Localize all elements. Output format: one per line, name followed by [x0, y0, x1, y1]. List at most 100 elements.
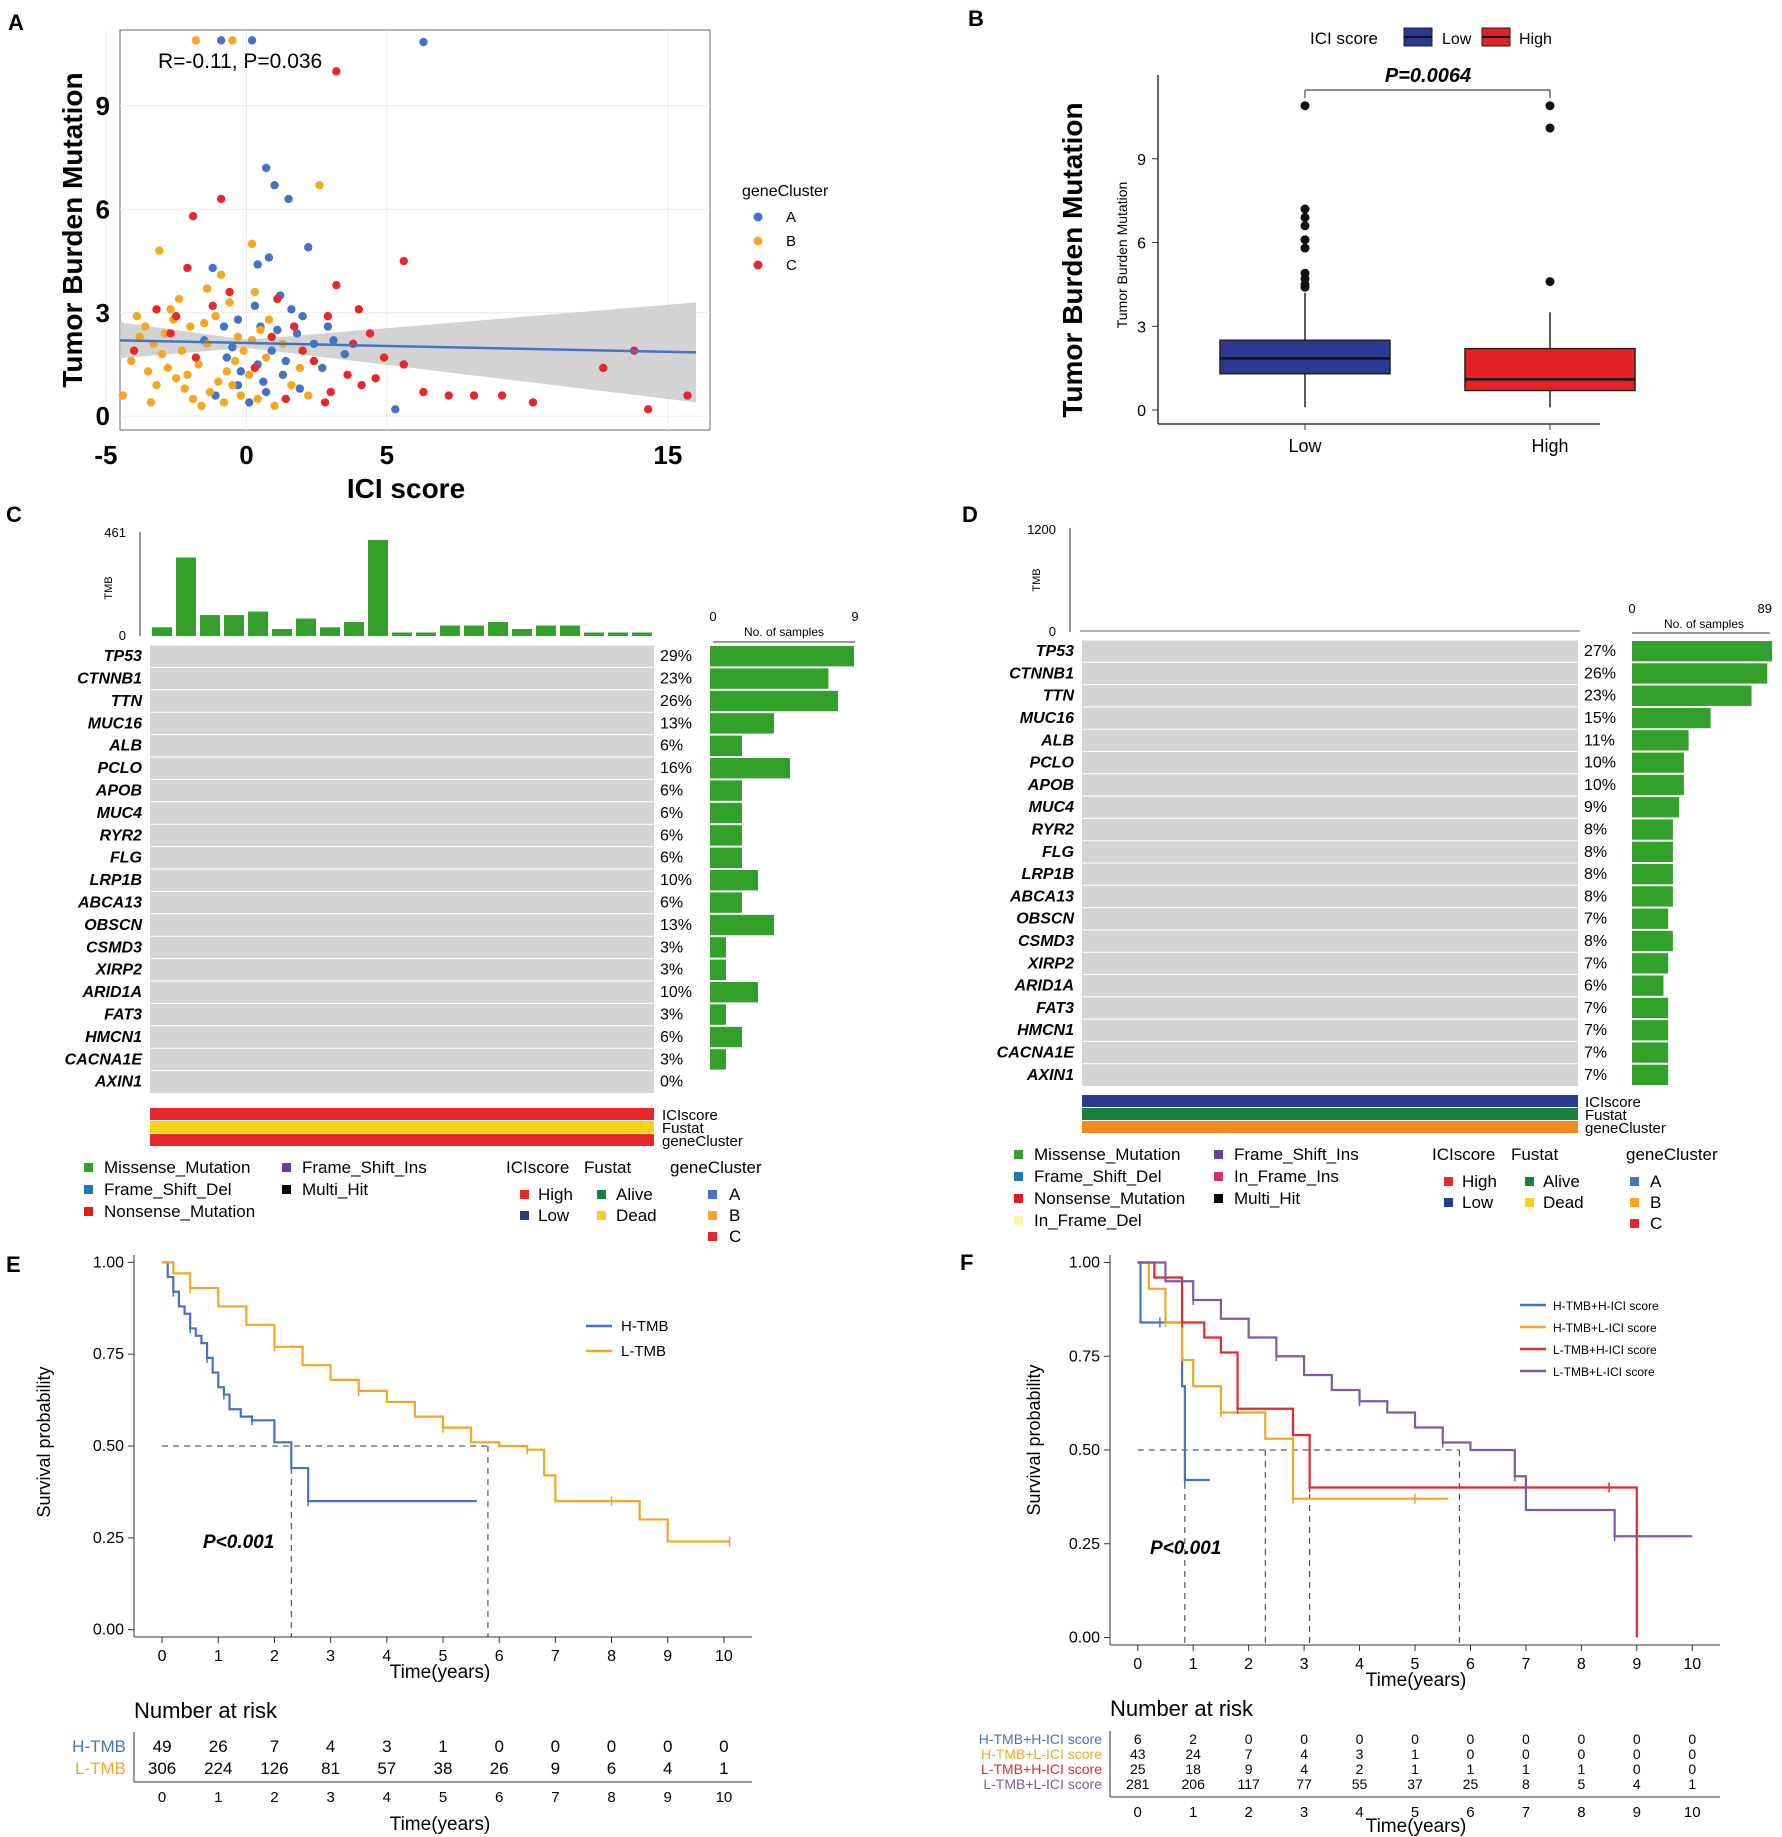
panel-a-point-b [250, 287, 260, 297]
panel-a-point-b [304, 391, 313, 400]
panel-a-points [118, 36, 692, 414]
panel-d-legend-swatch-b [1630, 1198, 1639, 1207]
panel-d-percentages: 27% 26% 23% 15% 11% 10% 10% 9% 8% 8% 8% 8% 7% 8% 7% 6% 7… [1584, 643, 1616, 1084]
panel-a-xtick-label: 15 [653, 440, 682, 470]
panel-a-point-b [200, 318, 209, 328]
panel-a-point-b [253, 394, 262, 404]
panel-a-legend-b: B [786, 233, 796, 250]
pD-gene-muc16: MUC16 [1020, 710, 1074, 727]
panel-a-point-a [250, 301, 260, 311]
pD-sample-bar [1632, 908, 1669, 929]
pF-risk-value: 0 [1522, 1731, 1530, 1747]
pE-xtick-label: 10 [715, 1648, 733, 1665]
pF-risk-xtick-label: 6 [1466, 1804, 1474, 1821]
pF-risk-value: 2 [1189, 1731, 1197, 1747]
pD-gene-apob: APOB [1027, 777, 1074, 794]
panel-d-legend-swatch-fsins [1214, 1150, 1223, 1159]
pD-gene-abca13: ABCA13 [1009, 888, 1074, 905]
pD-gene-ctnnb1: CTNNB1 [1009, 665, 1074, 682]
panel-a-point-b [152, 380, 161, 390]
pF-risk-row-label: L-TMB+L-ICI score [983, 1776, 1102, 1792]
panel-a-point-b [194, 360, 203, 369]
panel-d-legend-nonsense: Nonsense_Mutation [1034, 1189, 1185, 1208]
panel-a-point-b [205, 387, 215, 397]
panel-d-samples-axis-title: No. of samples [1664, 617, 1744, 631]
panel-a-point-c [323, 312, 333, 321]
panel-a-point-c [683, 391, 692, 400]
pF-risk-value: 0 [1245, 1731, 1253, 1747]
panel-a-point-c [419, 387, 428, 397]
pF-xtick-label: 10 [1683, 1656, 1701, 1673]
pD-pct-hmcn1: 7% [1584, 1022, 1607, 1039]
pE-risk-xtick-label: 4 [383, 1789, 391, 1806]
pF-risk-value: 1 [1577, 1761, 1585, 1777]
panel-a-point-a [233, 315, 243, 324]
panel-a-xlabel: ICI score [347, 473, 465, 504]
panel-e-risk-xlabel: Time(years) [390, 1814, 491, 1835]
panel-e-ticks: 0 1 2 3 4 5 6 7 8 9 10 0.00 0.25 0.50 0.75 1.00 [93, 1254, 733, 1665]
panel-b-outlier [1300, 204, 1310, 214]
pC-gene-apob: APOB [95, 783, 142, 800]
panel-a-point-a [292, 329, 302, 338]
pF-risk-xtick-label: 4 [1355, 1804, 1363, 1821]
panel-b-outlier [1300, 235, 1310, 245]
pE-risk-value: 38 [434, 1759, 453, 1778]
panel-c-legend-swatch-a [708, 1190, 717, 1199]
pE-xtick-label: 7 [551, 1648, 560, 1665]
panel-a-point-c [225, 287, 234, 297]
panel-a-point-c [497, 391, 507, 400]
panel-d-legend-swatch-multihit [1214, 1194, 1223, 1203]
pC-gene-obscn: OBSCN [84, 917, 142, 934]
panel-a-point-a [281, 356, 290, 366]
pC-sample-bar [710, 959, 726, 980]
panel-c-matrix-grid [150, 644, 654, 1072]
panel-a-point-b [183, 370, 192, 380]
panel-a-point-a [329, 336, 338, 345]
pD-sample-bar [1632, 774, 1684, 796]
panel-a-point-c [326, 387, 335, 397]
panel-a-point-b [245, 370, 254, 380]
panel-a-ytick-label: 0 [96, 401, 110, 431]
panel-d-legend-high: High [1462, 1172, 1497, 1191]
panel-f-risk-table: H-TMB+H-ICI score 6 2 0 0 0 0 0 0 0 0 0H-TMB+L-ICI … [979, 1731, 1720, 1821]
pF-risk-value: 0 [1633, 1761, 1641, 1777]
panel-a-xtick-label: 0 [239, 440, 253, 470]
panel-c-tmb-bar [536, 625, 556, 636]
panel-b-ytick-label: 3 [1137, 319, 1146, 336]
panel-a-point-b [118, 391, 128, 400]
panel-a-point-a [419, 37, 428, 47]
panel-c-legend-fsins: Frame_Shift_Ins [302, 1158, 427, 1177]
pD-pct-axin1: 7% [1584, 1067, 1607, 1084]
panel-a-legend-dot-b [753, 236, 763, 246]
pD-sample-bar [1632, 886, 1673, 907]
panel-c-tmb-bar [392, 632, 412, 636]
panel-a-legend: geneCluster A B C [742, 183, 829, 274]
pF-risk-value: 0 [1300, 1731, 1308, 1747]
pF-xtick-label: 5 [1411, 1656, 1420, 1673]
pF-risk-value: 2 [1356, 1761, 1364, 1777]
pC-pct-flg: 6% [660, 850, 683, 867]
panel-a-point-b [191, 36, 201, 45]
pC-sample-bar [710, 1026, 742, 1048]
pD-pct-flg: 8% [1584, 844, 1607, 861]
pD-pct-apob: 10% [1584, 777, 1616, 794]
panel-f-legend-entry: L-TMB+H-ICI score [1553, 1343, 1657, 1357]
pE-risk-value: 4 [326, 1737, 335, 1756]
panel-d-legend-swatch-a [1630, 1177, 1639, 1186]
pE-risk-value: 4 [663, 1759, 672, 1778]
panel-e-median-lines [162, 1445, 489, 1637]
pE-ytick-label: 0.00 [93, 1622, 124, 1639]
pD-pct-xirp2: 7% [1584, 955, 1607, 972]
pF-risk-value: 5 [1577, 1776, 1585, 1792]
panel-a-regression-line [119, 339, 696, 354]
pF-risk-value: 0 [1356, 1731, 1364, 1747]
pD-sample-bar [1632, 685, 1752, 706]
pF-risk-value: 4 [1633, 1776, 1641, 1792]
pF-risk-xtick-label: 0 [1134, 1804, 1142, 1821]
panel-d-legend-swatch-low [1444, 1198, 1453, 1207]
pC-gene-ctnnb1: CTNNB1 [77, 671, 142, 688]
pD-gene-tp53: TP53 [1036, 643, 1074, 660]
pC-sample-bar [710, 914, 774, 936]
panel-c-legend-a: A [729, 1185, 741, 1204]
pF-risk-value: 0 [1688, 1746, 1696, 1762]
